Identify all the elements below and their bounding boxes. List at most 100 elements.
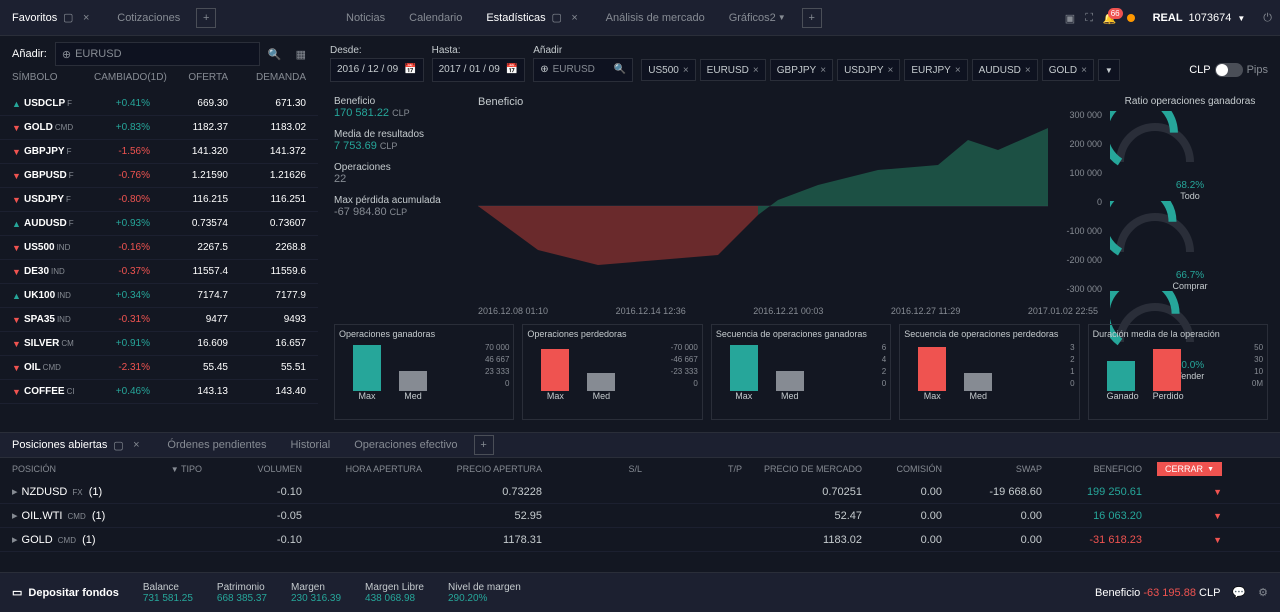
search-icon[interactable]: 🔍 [268,48,282,61]
power-icon[interactable]: ⏻ [1263,12,1272,25]
watchlist-row[interactable]: ▲ AUDUSDF +0.93% 0.73574 0.73607 [0,212,318,236]
clp-pips-toggle[interactable] [1215,63,1243,77]
close-all-button[interactable]: CERRAR ▼ [1157,462,1222,476]
mini-chart: Duración media de la operación GanadoPer… [1088,324,1268,420]
calendar-icon: 📅 [506,64,518,75]
trend-arrow-icon: ▼ [12,387,24,397]
clp-label: CLP [1189,64,1210,76]
ratio-title: Ratio operaciones ganadoras [1110,96,1270,107]
add-left-tab[interactable]: + [196,8,216,28]
watchlist-row[interactable]: ▼ GBPUSDF -0.76% 1.21590 1.21626 [0,164,318,188]
trend-arrow-icon: ▼ [12,123,24,133]
add-main-tab[interactable]: + [802,8,822,28]
watchlist-row[interactable]: ▼ USDJPYF -0.80% 116.215 116.251 [0,188,318,212]
watchlist-row[interactable]: ▲ USDCLPF +0.41% 669.30 671.30 [0,92,318,116]
tab-calendar[interactable]: Calendario [397,0,474,36]
symbol-chip[interactable]: USDJPY× [837,59,900,81]
grid-icon[interactable]: ▦ [296,48,306,61]
symbol-chip[interactable]: GOLD× [1042,59,1094,81]
add-label: Añadir: [12,48,47,60]
footer-stat: Margen Libre438 068.98 [365,582,424,604]
watchlist-row[interactable]: ▼ COFFEECI +0.46% 143.13 143.40 [0,380,318,404]
symbol-chip[interactable]: EURUSD× [700,59,766,81]
trend-arrow-icon: ▼ [12,195,24,205]
layout-icon[interactable]: ▣ [1065,12,1075,25]
close-position-icon[interactable]: ▼ [1142,535,1222,545]
add-symbol-input[interactable]: ⊕EURUSD [55,42,260,66]
expand-icon[interactable]: ▸ [12,534,18,546]
expand-icon[interactable]: ▸ [12,510,18,522]
watchlist-row[interactable]: ▼ DE30IND -0.37% 11557.4 11559.6 [0,260,318,284]
mini-chart: Operaciones perdedoras MaxMed -70 000-46… [522,324,702,420]
watchlist-row[interactable]: ▼ US500IND -0.16% 2267.5 2268.8 [0,236,318,260]
footer-stat: Margen230 316.39 [291,582,341,604]
close-icon[interactable]: × [820,65,826,76]
position-row[interactable]: ▸GOLD CMD (1) -0.10 1178.31 1183.02 0.00… [0,528,1280,552]
footer-stat: Patrimonio668 385.37 [217,582,267,604]
close-icon[interactable]: × [888,65,894,76]
close-position-icon[interactable]: ▼ [1142,487,1222,497]
watchlist-row[interactable]: ▼ GBPJPYF -1.56% 141.320 141.372 [0,140,318,164]
trend-arrow-icon: ▼ [12,267,24,277]
watchlist-row[interactable]: ▼ OILCMD -2.31% 55.45 55.51 [0,356,318,380]
window-icon: ▢ [550,11,564,25]
close-icon[interactable]: × [955,65,961,76]
watchlist-row[interactable]: ▲ UK100IND +0.34% 7174.7 7177.9 [0,284,318,308]
from-label: Desde: [330,45,424,56]
close-icon[interactable]: × [568,11,582,25]
chat-icon[interactable]: 💬 [1232,586,1246,599]
watchlist-row[interactable]: ▼ GOLDCMD +0.83% 1182.37 1183.02 [0,116,318,140]
symbol-chip[interactable]: US500× [641,59,695,81]
mini-chart: Operaciones ganadoras MaxMed 70 00046 66… [334,324,514,420]
close-icon[interactable]: × [79,11,93,25]
tab-news[interactable]: Noticias [334,0,397,36]
wallet-icon: ▭ [12,586,22,599]
trend-arrow-icon: ▲ [12,99,24,109]
close-icon[interactable]: × [1025,65,1031,76]
stat-ops-label: Operaciones [334,162,474,173]
watchlist-row[interactable]: ▼ SPA35IND -0.31% 9477 9493 [0,308,318,332]
footer-stat: Nivel de margen290.20% [448,582,521,604]
close-icon[interactable]: × [1081,65,1087,76]
close-icon[interactable]: × [683,65,689,76]
deposit-button[interactable]: ▭ Depositar fondos [12,586,119,599]
position-row[interactable]: ▸NZDUSD FX (1) -0.10 0.73228 0.70251 0.0… [0,480,1280,504]
tab-favorites[interactable]: Favoritos▢× [0,0,105,36]
status-dot [1127,14,1135,22]
gear-icon[interactable]: ⚙ [1258,586,1268,599]
mini-chart: Secuencia de operaciones ganadoras MaxMe… [711,324,891,420]
add-positions-tab[interactable]: + [474,435,494,455]
symbol-chip[interactable]: AUDUSD× [972,59,1038,81]
account-selector[interactable]: REAL 1073674 ▼ [1145,6,1254,30]
fullscreen-icon[interactable]: ⛶ [1085,12,1093,25]
close-icon[interactable]: × [129,438,143,452]
search-icon: 🔍 [614,64,626,75]
date-from-input[interactable]: 2016 / 12 / 09📅 [330,58,424,82]
symbol-chip[interactable]: EURJPY× [904,59,967,81]
bell-icon[interactable]: 🔔 [1103,12,1117,25]
watchlist-row[interactable]: ▼ SILVERCM +0.91% 16.609 16.657 [0,332,318,356]
close-position-icon[interactable]: ▼ [1142,511,1222,521]
watchlist: ▲ USDCLPF +0.41% 669.30 671.30▼ GOLDCMD … [0,92,318,432]
close-icon[interactable]: × [753,65,759,76]
chevron-down-icon: ▼ [778,13,786,22]
col-symbol: SÍMBOLO [12,72,94,92]
tab-quotes[interactable]: Cotizaciones [105,0,192,36]
symbol-dropdown[interactable]: ▼ [1098,59,1120,81]
chevron-down-icon: ▼ [1237,14,1245,23]
col-change: CAMBIADO(1D) [94,72,150,92]
trend-arrow-icon: ▼ [12,147,24,157]
stat-avg-label: Media de resultados [334,129,474,140]
tab-stats[interactable]: Estadísticas▢× [474,0,593,36]
mini-chart: Secuencia de operaciones perdedoras MaxM… [899,324,1079,420]
trend-arrow-icon: ▼ [12,171,24,181]
tab-charts[interactable]: Gráficos2▼ [717,0,798,36]
add-filter-input[interactable]: ⊕EURUSD🔍 [533,58,633,82]
symbol-chip[interactable]: GBPJPY× [770,59,833,81]
gauge [1110,201,1200,263]
position-row[interactable]: ▸OIL.WTI CMD (1) -0.05 52.95 52.47 0.00 … [0,504,1280,528]
date-to-input[interactable]: 2017 / 01 / 09📅 [432,58,526,82]
gauge [1110,111,1200,173]
expand-icon[interactable]: ▸ [12,486,18,498]
tab-analysis[interactable]: Análisis de mercado [594,0,717,36]
